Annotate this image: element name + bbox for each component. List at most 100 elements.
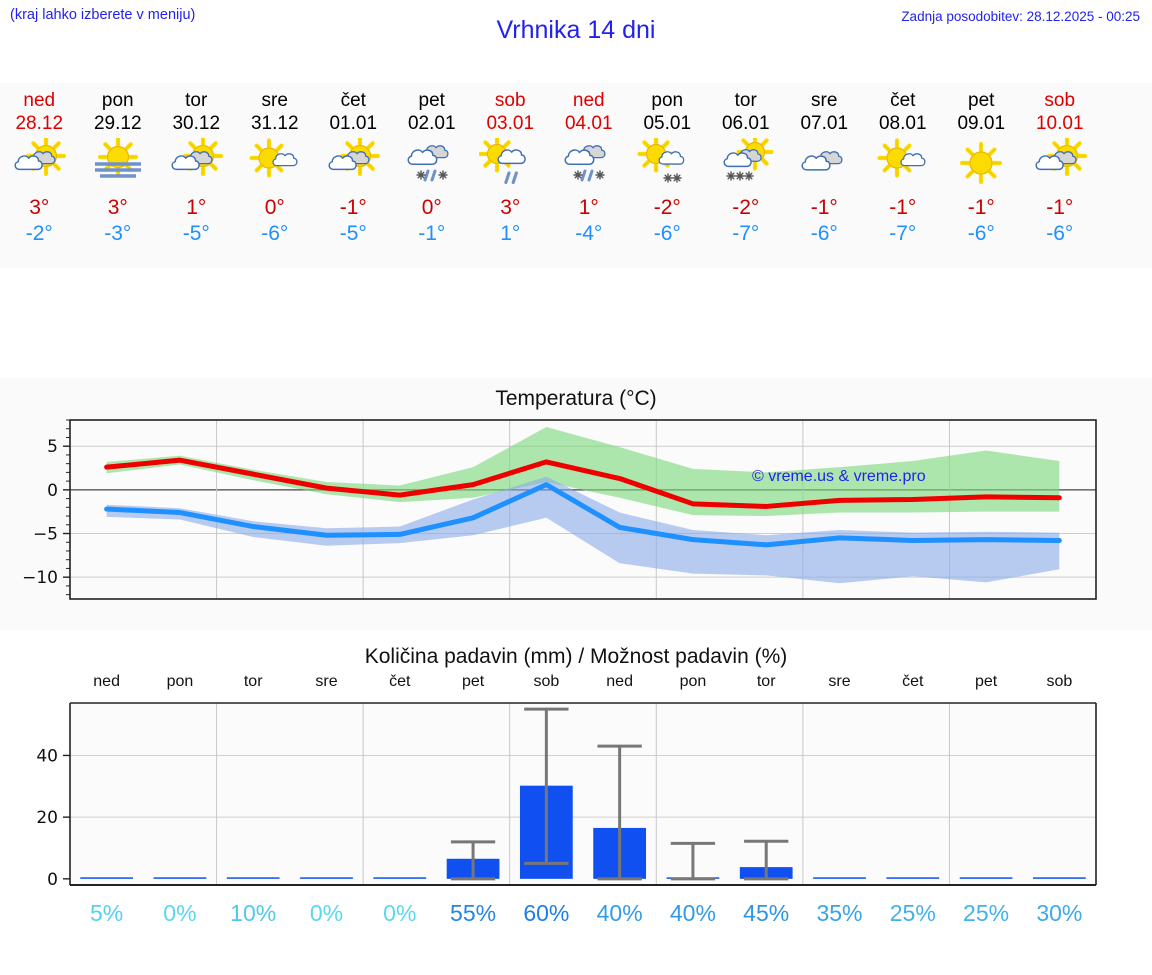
precipitation-day-label: pon [679,673,707,690]
day-column[interactable]: ned 28.12 3° -2° [0,83,79,268]
day-temp-max: 3° [29,196,50,219]
day-date: 02.01 [407,113,456,134]
precipitation-day-label: čet [902,673,924,690]
day-name: sob [494,90,526,111]
day-name: tor [734,90,757,111]
precipitation-day-label: sob [1046,673,1073,690]
day-temp-min: 1° [500,222,521,245]
precipitation-probability: 0% [163,900,197,926]
precipitation-day-label: tor [243,673,263,690]
day-temp-max: 0° [264,196,285,219]
day-date: 31.12 [250,113,299,134]
fog-sun-icon [87,138,149,190]
menu-hint-text: (kraj lahko izberete v meniju) [10,7,196,23]
day-column[interactable]: tor 30.12 1° -5° [157,83,236,268]
day-column[interactable]: tor 06.01 -2° -7° [707,83,786,268]
day-temp-min: -6° [1046,222,1074,245]
precipitation-probability-row: 5% 0% 10% 0% 0% 55% 60% 40% 40% 45% 35% 25% 25% 30% [0,900,1152,940]
svg-text:20: 20 [36,808,58,828]
day-column[interactable]: sre 07.01 -1° -6° [785,83,864,268]
day-name: pet [418,90,445,111]
day-name: čet [340,90,366,111]
day-date: 01.01 [329,113,378,134]
day-temp-min: -5° [182,222,210,245]
day-temp-min: -2° [25,222,53,245]
day-date: 28.12 [15,113,64,134]
precipitation-day-label: sre [315,673,338,690]
day-column[interactable]: pet 09.01 -1° -6° [942,83,1021,268]
page-title: Vrhnika 14 dni [496,16,656,44]
sun-small-cloud-icon [244,138,306,190]
day-temp-max: 1° [186,196,207,219]
sunny-icon [950,138,1012,190]
day-temp-max: -1° [810,196,838,219]
day-temp-min: -7° [889,222,917,245]
day-name: pon [651,90,684,111]
day-name: sre [811,90,838,111]
precipitation-chart-section: Količina padavin (mm) / Možnost padavin … [0,640,1152,975]
precipitation-probability: 45% [743,900,790,926]
day-temp-min: -6° [261,222,289,245]
precipitation-probability: 55% [450,900,497,926]
precipitation-probability: 35% [816,900,863,926]
precipitation-day-label: pon [166,673,194,690]
cloud-rain-snow-icon [558,138,620,190]
sun-behind-cloud-icon [1029,138,1091,190]
day-column[interactable]: sob 03.01 3° 1° [471,83,550,268]
day-date: 05.01 [643,113,692,134]
day-temp-max: 0° [421,196,442,219]
day-temp-min: -6° [653,222,681,245]
precipitation-chart-svg: 40 20 0 [36,702,1097,890]
day-date: 29.12 [93,113,142,134]
day-column[interactable]: pet 02.01 0° -1° [393,83,472,268]
precipitation-probability: 10% [230,900,277,926]
precipitation-probability: 40% [596,900,643,926]
sun-behind-cloud-icon [165,138,227,190]
day-name: sre [261,90,288,111]
day-temp-max: 3° [107,196,128,219]
day-column[interactable]: sob 10.01 -1° -6° [1021,83,1100,268]
precipitation-day-label: tor [756,673,776,690]
precipitation-day-label: ned [606,673,633,690]
day-name: ned [572,90,605,111]
day-temp-min: -1° [418,222,446,245]
svg-text:40: 40 [36,746,58,766]
day-column[interactable]: čet 08.01 -1° -7° [864,83,943,268]
day-temp-max: -1° [889,196,917,219]
sun-behind-cloud-icon [8,138,70,190]
precipitation-chart-title: Količina padavin (mm) / Možnost padavin … [364,645,788,668]
day-date: 03.01 [486,113,535,134]
last-update-text: Zadnja posodobitev: 28.12.2025 - 00:25 [901,9,1140,24]
day-temp-min: -7° [732,222,760,245]
day-date: 07.01 [800,113,849,134]
day-date: 10.01 [1035,113,1084,134]
precipitation-probability: 60% [523,900,570,926]
day-date: 06.01 [721,113,770,134]
precipitation-day-label: sre [828,673,851,690]
temperature-chart-title: Temperatura (°C) [495,387,657,410]
svg-text:5: 5 [47,437,58,457]
day-temp-min: -3° [104,222,132,245]
precipitation-probability: 25% [889,900,936,926]
svg-text:0: 0 [47,870,58,890]
day-column[interactable]: sre 31.12 0° -6° [236,83,315,268]
svg-text:−10: −10 [22,568,58,588]
day-name: tor [185,90,208,111]
temperature-chart-svg: 5 0 −5 −10 [22,419,1097,600]
day-temp-max: -1° [1046,196,1074,219]
precipitation-day-label: pet [974,673,998,690]
cloudy-icon [793,138,855,190]
day-temp-max: -2° [732,196,760,219]
page-header: (kraj lahko izberete v meniju) Vrhnika 1… [0,0,1152,78]
day-column[interactable]: ned 04.01 1° -4° [550,83,629,268]
day-temp-min: -5° [339,222,367,245]
sun-cloud-rain-icon [479,138,541,190]
day-column[interactable]: čet 01.01 -1° -5° [314,83,393,268]
precipitation-day-label: ned [93,673,120,690]
day-name: pet [968,90,995,111]
temperature-chart-section: Temperatura (°C) 5 0 −5 −10 © vreme.us & vr… [0,378,1152,630]
day-column[interactable]: pon 05.01 -2° -6° [628,83,707,268]
cloud-rain-snow-icon [401,138,463,190]
precipitation-probability: 0% [383,900,417,926]
day-column[interactable]: pon 29.12 3° -3° [79,83,158,268]
